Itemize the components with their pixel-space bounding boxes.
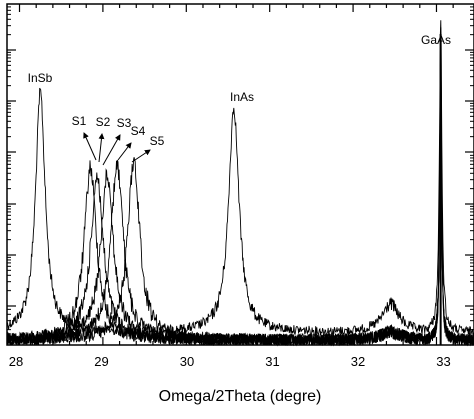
series-label-s5: S5 [150,134,165,148]
curve-s4 [6,33,474,346]
peak-label-inas: InAs [230,90,254,104]
arrow-s2 [98,133,105,163]
x-tick-label-32: 32 [351,354,365,369]
arrows-layer [83,132,151,166]
arrow-s4 [117,142,132,161]
x-tick-label-33: 33 [436,354,450,369]
curve-s1 [6,36,474,347]
series-label-s1: S1 [72,114,87,128]
series-label-s3: S3 [117,116,132,130]
curves-layer [6,20,474,347]
arrow-s1 [83,132,97,161]
plot-frame [6,3,474,346]
ticks-layer [7,4,474,345]
x-tick-label-29: 29 [94,354,108,369]
curve-reference [6,20,474,337]
arrow-s5 [131,149,151,163]
peak-label-insb: InSb [28,71,53,85]
peak-label-gaas: GaAs [421,33,451,47]
arrow-s3 [102,134,121,166]
x-axis-label: Omega/2Theta (degre) [159,388,322,405]
x-tick-label-28: 28 [9,354,23,369]
series-label-s4: S4 [131,124,146,138]
x-tick-label-31: 31 [265,354,279,369]
x-tick-label-30: 30 [180,354,194,369]
curve-s5 [6,31,474,347]
series-label-s2: S2 [96,115,111,129]
